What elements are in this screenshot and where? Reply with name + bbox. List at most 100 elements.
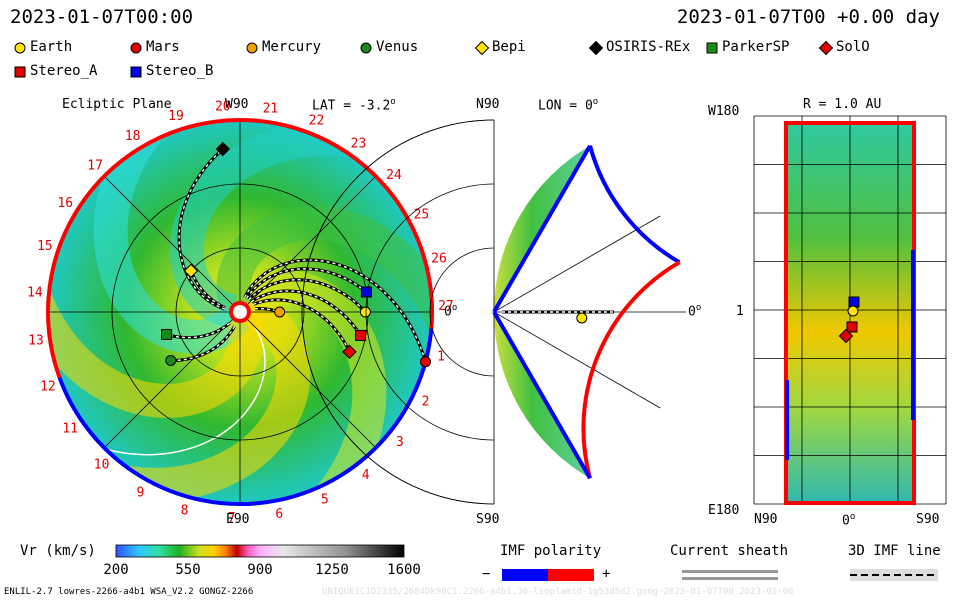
meridional-edge-bottom <box>492 311 592 480</box>
ecliptic-title: Ecliptic Plane <box>62 97 172 112</box>
radial-xlabel-n90: N90 <box>754 512 778 527</box>
legend-symbol <box>706 42 718 54</box>
ecliptic-lat: LAT = -3.2o <box>312 97 396 114</box>
legend-symbol <box>14 42 26 54</box>
ecliptic-marker-mercury <box>274 306 286 318</box>
imf-plus: + <box>602 566 611 582</box>
radial-marker-solo <box>838 328 854 344</box>
sector-number: 6 <box>275 507 283 522</box>
radial-marker-stereo_b <box>848 296 860 308</box>
legend-label-mars: Mars <box>146 39 180 55</box>
legend-marker-stereo_b <box>130 66 142 78</box>
legend-marker-earth <box>14 42 26 54</box>
radial-title: R = 1.0 AU <box>803 97 882 112</box>
sector-number: 9 <box>136 485 144 500</box>
meridional-marker-earth <box>576 312 588 324</box>
date-right: 2023-01-07T00 +0.00 day <box>676 6 940 28</box>
radial-marker-stereo_a <box>846 321 858 333</box>
ecliptic-marker-mars <box>419 356 431 368</box>
sector-number: 12 <box>40 380 56 395</box>
ecliptic-marker-stereo_b <box>360 286 372 298</box>
meridional-panel <box>301 119 686 505</box>
sector-number: 27 <box>438 299 454 314</box>
date-left: 2023-01-07T00:00 <box>10 6 194 28</box>
radial-xlabel-s90: S90 <box>916 512 940 527</box>
legend-label-earth: Earth <box>30 39 73 55</box>
current-sheath-line-2 <box>682 577 778 580</box>
ecliptic-marker-solo <box>342 344 357 360</box>
sun <box>229 301 251 323</box>
legend-marker-osiris-rex <box>588 40 604 56</box>
imf3d-title: 3D IMF line <box>848 543 941 559</box>
legend-symbol <box>588 40 604 56</box>
sector-number: 1 <box>437 350 445 365</box>
radial-marker-earth <box>847 305 859 317</box>
colorbar-label: Vr (km/s) <box>20 543 96 559</box>
ecliptic-marker-earth <box>359 306 371 318</box>
legend-label-stereo_b: Stereo_B <box>146 63 214 79</box>
colorbar-tick: 1600 <box>387 562 421 578</box>
legend-marker-venus <box>360 42 372 54</box>
sector-number: 21 <box>263 101 279 116</box>
sector-number: 11 <box>62 422 78 437</box>
legend-label-stereo_a: Stereo_A <box>30 63 98 79</box>
imf-minus: − <box>482 566 491 582</box>
legend-label-parkersp: ParkerSP <box>722 39 790 55</box>
legend-marker-solo <box>818 40 834 56</box>
legend-symbol <box>14 66 26 78</box>
legend-marker-mars <box>130 42 142 54</box>
field-line-venus <box>173 325 236 362</box>
colorbar-tick: 200 <box>103 562 129 578</box>
sector-number: 26 <box>431 252 447 267</box>
sector-number: 13 <box>28 333 44 348</box>
footer-left: ENLIL-2.7 lowres-2266-a4b1 WSA_V2.2 GONG… <box>4 587 254 597</box>
meridional-rim-neg <box>588 145 681 265</box>
ecliptic-rim-negative <box>57 328 434 507</box>
colorbar <box>115 544 405 558</box>
legend-symbol <box>818 40 834 56</box>
legend-label-solo: SolO <box>836 39 870 55</box>
field-line-mercury <box>254 307 277 313</box>
ecliptic-marker-parkersp <box>161 328 173 340</box>
sector-number: 17 <box>87 159 103 174</box>
legend-symbol <box>474 40 490 56</box>
sector-number: 3 <box>396 435 404 450</box>
imf-polarity-title: IMF polarity <box>500 543 602 559</box>
legend-symbol <box>246 42 258 54</box>
sector-number: 20 <box>215 100 231 115</box>
sector-number: 7 <box>228 511 236 526</box>
ecliptic-marker-bepi <box>183 263 199 279</box>
sector-number: 5 <box>321 493 329 508</box>
footer-right: UNIQUE1C1D2335/2684Dk90C1.2266-a4b1.36-l… <box>322 587 794 597</box>
sector-number: 10 <box>94 458 110 473</box>
legend-symbol <box>130 66 142 78</box>
imf-positive-bar <box>548 569 594 581</box>
colorbar-tick: 550 <box>175 562 201 578</box>
ecliptic-marker-osiris-rex <box>215 141 231 157</box>
ecliptic-bottom-label: E90 <box>226 512 250 527</box>
sector-number: 14 <box>27 286 43 301</box>
ecliptic-marker-venus <box>165 354 177 366</box>
legend-symbol <box>130 42 142 54</box>
sector-number: 18 <box>125 129 141 144</box>
meridional-top-label: N90 <box>476 97 500 112</box>
current-sheath-line-1 <box>682 570 778 573</box>
radial-left-tick: 1 <box>736 304 744 319</box>
sector-number: 19 <box>168 109 184 124</box>
ecliptic-top-label: W90 <box>225 97 249 112</box>
meridional-right-label: 0o <box>688 303 702 320</box>
legend-label-mercury: Mercury <box>262 39 322 55</box>
meridional-rim-pos <box>581 260 681 479</box>
radial-panel <box>753 115 947 505</box>
colorbar-tick: 1250 <box>315 562 349 578</box>
sector-number: 23 <box>351 137 367 152</box>
sector-number: 2 <box>422 395 430 410</box>
radial-xlabel-0: 0o <box>842 512 856 529</box>
legend-label-venus: Venus <box>376 39 419 55</box>
ecliptic-rim-positive <box>46 118 434 379</box>
legend-marker-stereo_a <box>14 66 26 78</box>
meridional-title: LON = 0o <box>538 97 599 114</box>
ecliptic-marker-stereo_a <box>355 329 367 341</box>
legend-marker-parkersp <box>706 42 718 54</box>
